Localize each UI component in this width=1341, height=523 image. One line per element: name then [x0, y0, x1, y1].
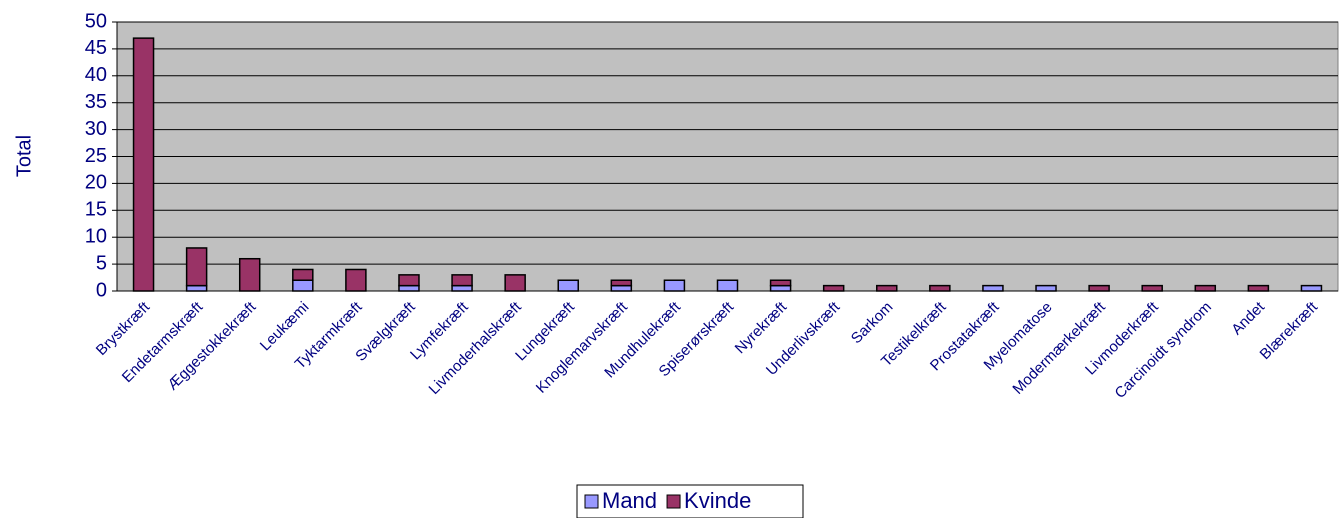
x-tick-label: Knoglemarvskræft — [533, 298, 632, 397]
y-tick-label: 20 — [85, 172, 107, 194]
legend-label: Kvinde — [684, 488, 751, 513]
bar-segment — [1194, 284, 1217, 292]
bar-segment — [1300, 284, 1323, 292]
bar-segment — [451, 274, 473, 287]
bar-segment — [185, 247, 208, 287]
bar-segment — [398, 284, 420, 292]
bar-segment — [292, 279, 314, 292]
bar-segment — [398, 274, 420, 287]
y-tick-label: 40 — [85, 64, 107, 86]
bar-segment — [663, 279, 686, 292]
y-tick-label: 5 — [96, 252, 107, 274]
y-tick-label: 35 — [85, 91, 107, 113]
bar-segment — [292, 268, 314, 281]
bar-segment — [822, 284, 845, 292]
y-tick-label: 25 — [85, 145, 107, 167]
y-tick-label: 50 — [85, 10, 107, 32]
bar-segment — [1035, 284, 1057, 292]
bar-segment — [716, 279, 739, 292]
bar-segment — [876, 284, 898, 292]
bar-segment — [610, 284, 633, 292]
legend-swatch — [584, 494, 599, 509]
x-tick-label: Andet — [1228, 298, 1268, 338]
bar-segment — [610, 279, 633, 287]
bar-segment — [238, 257, 261, 292]
bar-segment — [132, 37, 155, 292]
bar-segment — [769, 279, 792, 287]
y-tick-label: 30 — [85, 118, 107, 140]
y-tick-label: 0 — [96, 279, 107, 301]
x-tick-label: Modermærkekræft — [1009, 298, 1109, 398]
legend-swatch — [666, 494, 681, 509]
y-axis-label: Total — [13, 135, 35, 177]
x-tick-label: Carcinoidt syndrom — [1112, 299, 1215, 402]
y-tick-label: 45 — [85, 37, 107, 59]
bar-segment — [1088, 284, 1110, 292]
x-tick-label: Leukæmi — [257, 299, 313, 355]
bar-segment — [1247, 284, 1270, 292]
bar-segment — [185, 284, 208, 292]
bar-segment — [557, 279, 579, 292]
bar-segment — [769, 284, 792, 292]
y-tick-label: 15 — [85, 199, 107, 221]
y-tick-label: 10 — [85, 225, 107, 247]
x-tick-label: Blærekræft — [1257, 298, 1322, 363]
x-tick-label: Sarkom — [848, 299, 897, 348]
bar-segment — [451, 284, 473, 292]
bar-segment — [982, 284, 1004, 292]
bar-segment — [929, 284, 951, 292]
bar-segment — [345, 268, 367, 292]
x-tick-label: Æggestokkekræft — [164, 298, 260, 394]
x-tick-label: Livmoderhalskræft — [426, 298, 526, 398]
bar-segment — [504, 274, 526, 292]
bar-segment — [1141, 284, 1163, 292]
legend-label: Mand — [602, 488, 657, 513]
